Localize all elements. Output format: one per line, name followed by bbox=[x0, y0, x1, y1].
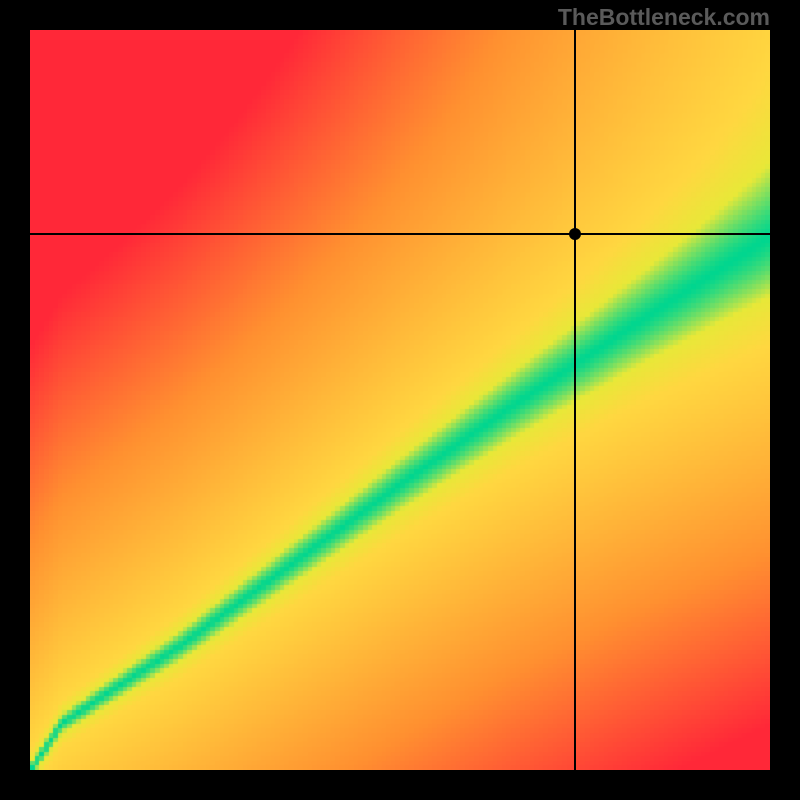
crosshair-horizontal bbox=[30, 233, 770, 235]
bottleneck-heatmap bbox=[30, 30, 770, 770]
chart-container: TheBottleneck.com bbox=[0, 0, 800, 800]
watermark-text: TheBottleneck.com bbox=[558, 4, 770, 31]
marker-dot bbox=[569, 228, 581, 240]
crosshair-vertical bbox=[574, 30, 576, 770]
